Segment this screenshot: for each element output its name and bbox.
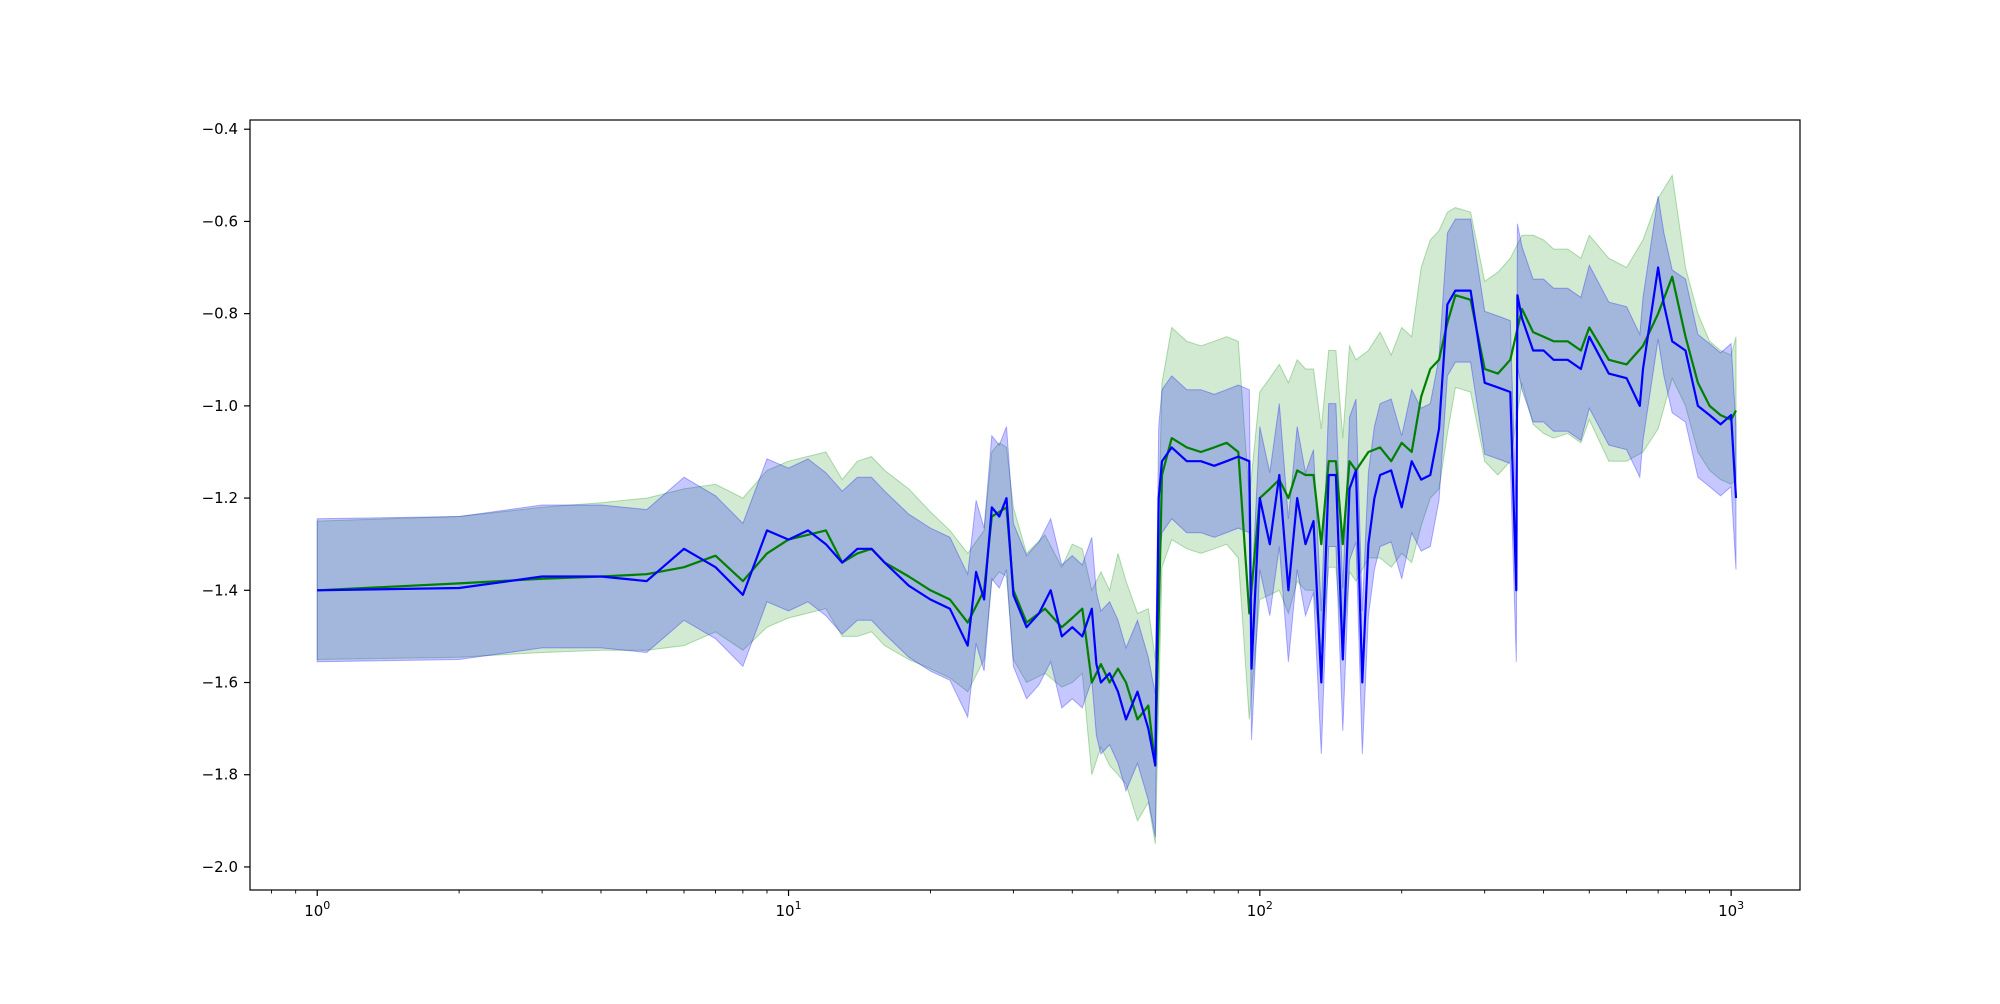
- series-0-line: [317, 275, 1737, 767]
- series-1-band: [316, 196, 1737, 838]
- y-axis: −2.0 −1.8 −1.6 −1.4 −1.2 −1.0 −0.8 −0.6 −0.4: [202, 120, 250, 876]
- y-tick-label-5: −1.0: [202, 397, 238, 415]
- y-tick-label-1: −1.8: [202, 766, 238, 784]
- y-tick-label-0: −2.0: [202, 858, 238, 876]
- series-1-line: [317, 266, 1738, 767]
- y-tick-label-8: −0.4: [202, 120, 238, 138]
- y-tick-label-2: −1.6: [202, 674, 238, 692]
- plot-frame: [249, 119, 1801, 891]
- y-tick-label-6: −0.8: [202, 305, 238, 323]
- y-tick-label-4: −1.2: [202, 489, 238, 507]
- y-tick-label-3: −1.4: [202, 581, 238, 599]
- series-lines: [317, 266, 1738, 767]
- y-tick-label-7: −0.6: [202, 212, 238, 230]
